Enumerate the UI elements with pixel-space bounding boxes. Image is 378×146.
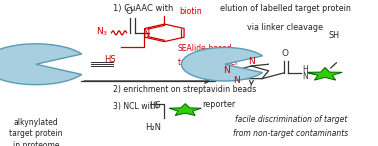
Text: N$_3$: N$_3$ xyxy=(96,25,109,38)
Wedge shape xyxy=(181,47,263,81)
Wedge shape xyxy=(0,44,82,85)
Text: 3) NCL with: 3) NCL with xyxy=(113,102,158,111)
Text: N: N xyxy=(223,66,230,75)
Text: elution of labelled target protein: elution of labelled target protein xyxy=(220,4,351,13)
Text: 1) CuAAC with: 1) CuAAC with xyxy=(113,4,174,13)
Text: 2) enrichment on streptavidin beads: 2) enrichment on streptavidin beads xyxy=(113,85,257,94)
Text: N: N xyxy=(248,57,255,66)
Text: via linker cleavage: via linker cleavage xyxy=(247,23,324,32)
Text: O: O xyxy=(282,49,289,58)
Text: H
N: H N xyxy=(302,65,308,81)
Text: HS: HS xyxy=(104,55,116,64)
Text: alkynylated: alkynylated xyxy=(14,118,58,127)
Text: reporter: reporter xyxy=(202,100,235,109)
Text: in proteome: in proteome xyxy=(12,141,59,146)
Text: N: N xyxy=(234,76,240,85)
Text: traceable linker: traceable linker xyxy=(178,58,238,67)
Text: from non-target contaminants: from non-target contaminants xyxy=(234,129,349,138)
Text: target protein: target protein xyxy=(9,129,63,138)
Polygon shape xyxy=(308,67,342,80)
Text: HS: HS xyxy=(149,101,161,111)
Polygon shape xyxy=(169,104,201,115)
Text: biotin: biotin xyxy=(180,7,202,16)
Text: O: O xyxy=(125,7,132,16)
Text: SH: SH xyxy=(329,31,340,40)
Text: SEAlide-based: SEAlide-based xyxy=(178,44,232,53)
Text: H₂N: H₂N xyxy=(146,123,161,132)
Text: N: N xyxy=(143,28,150,38)
Text: facile discrimination of target: facile discrimination of target xyxy=(235,115,347,124)
